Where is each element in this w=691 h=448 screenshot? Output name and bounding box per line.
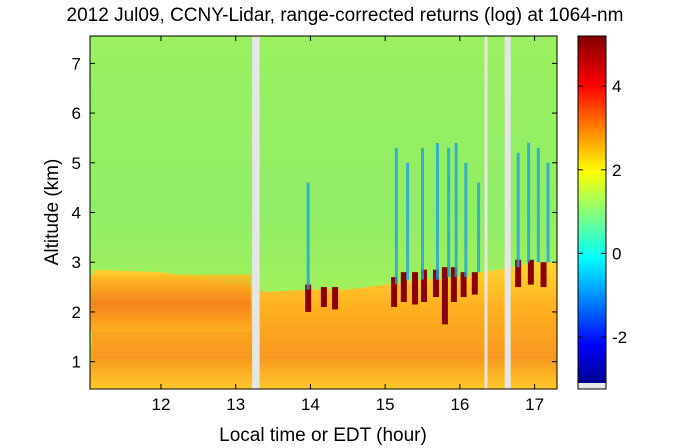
cloud-event: [420, 269, 427, 302]
y-tick-label: 4: [72, 204, 81, 223]
x-tick-label: 12: [152, 395, 171, 414]
plot-area: [90, 36, 557, 389]
precipitation-streak: [536, 147, 540, 263]
data-gap: [252, 36, 260, 389]
x-tick-label: 17: [525, 395, 544, 414]
precipitation-streak: [454, 142, 458, 278]
x-tick-label: 14: [301, 395, 320, 414]
cloud-event: [412, 272, 419, 305]
precipitation-streak: [516, 152, 520, 268]
cloud-event: [515, 259, 522, 288]
x-axis: 12 13 14 15 16 17: [152, 36, 544, 414]
precipitation-streak: [421, 147, 425, 280]
precipitation-streak: [406, 162, 410, 280]
precipitation-streak: [447, 147, 451, 278]
cloud-event: [320, 287, 327, 307]
cloud-event: [441, 267, 448, 325]
data-gap: [484, 36, 488, 389]
colorbar-frame: [577, 35, 607, 390]
colorbar-gradient: [578, 36, 606, 383]
colorbar-nodata: [578, 383, 606, 389]
cloud-event: [527, 259, 534, 285]
cloud-event: [460, 272, 467, 298]
y-axis-label: Altitude (km): [42, 159, 63, 266]
y-axis: 1 2 3 4 5 6 7: [72, 54, 557, 372]
y-tick-label: 6: [72, 104, 81, 123]
precipitation-streak: [435, 142, 439, 280]
cloud-event: [305, 284, 312, 312]
aerosol-layer: [90, 274, 251, 332]
y-tick-label: 3: [72, 253, 81, 272]
x-tick-label: 13: [226, 395, 245, 414]
cloud-event: [391, 277, 398, 307]
precipitation-streak: [306, 182, 310, 290]
y-tick-label: 5: [72, 154, 81, 173]
cloud-event: [332, 287, 339, 310]
colorbar-tick-label: 0: [612, 244, 621, 263]
data-gap: [504, 36, 511, 389]
y-tick-label: 1: [72, 353, 81, 372]
cloud-event: [400, 272, 407, 302]
cloud-event: [432, 269, 439, 298]
x-axis-label: Local time or EDT (hour): [219, 425, 427, 446]
colorbar-tick-label: 2: [612, 161, 621, 180]
x-tick-label: 16: [450, 395, 469, 414]
precipitation-streak: [464, 162, 468, 278]
colorbar: 4 2 0 -2: [577, 35, 627, 390]
precipitation-streak: [394, 147, 398, 285]
cloud-event: [471, 272, 478, 295]
y-tick-label: 2: [72, 303, 81, 322]
x-tick-label: 15: [376, 395, 395, 414]
precipitation-streak: [546, 162, 550, 263]
cloud-event: [540, 262, 547, 288]
precipitation-streak: [527, 142, 531, 263]
colorbar-tick-label: -2: [612, 328, 627, 347]
colorbar-tick-label: 4: [612, 77, 621, 96]
y-tick-label: 7: [72, 54, 81, 73]
chart-title: 2012 Jul09, CCNY-Lidar, range-corrected …: [67, 5, 624, 26]
precipitation-streak: [477, 182, 481, 273]
cloud-event: [450, 267, 457, 302]
